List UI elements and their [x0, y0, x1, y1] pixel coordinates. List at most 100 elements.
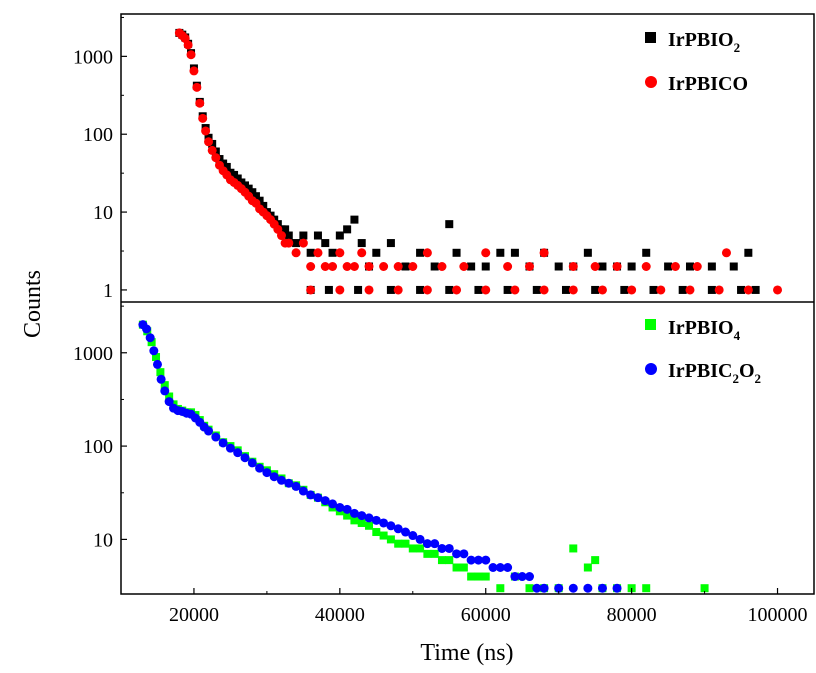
- bottom-series-0-point-40: [386, 535, 395, 544]
- top-series-0-point-68: [744, 248, 753, 257]
- top-series-1-point-32: [284, 238, 294, 248]
- top-series-1-point-60: [721, 248, 731, 258]
- bottom-series-1-point-3: [149, 346, 159, 356]
- bottom-series-0-point-49: [452, 563, 461, 572]
- bottom-series-0-point-42: [401, 539, 410, 548]
- bottom-series-1-point-38: [364, 513, 374, 523]
- xtick-label-0: 20000: [169, 604, 219, 626]
- top-series-1-point-52: [525, 262, 535, 272]
- top-series-1-point-67: [481, 285, 491, 295]
- top-series-1-point-40: [342, 262, 352, 272]
- bottom-series-1-point-32: [320, 496, 330, 506]
- top-series-1-point-76: [743, 285, 753, 295]
- bottom-series-1-point-47: [430, 539, 440, 549]
- top-series-0-point-15: [222, 162, 231, 171]
- bottom-series-1-point-5: [156, 374, 166, 384]
- bottom-series-0-point-52: [474, 572, 483, 581]
- top-series-1-point-49: [459, 262, 469, 272]
- legend-label-irpbio2: IrPBIO2: [668, 29, 740, 55]
- bottom-series-1-point-44: [408, 531, 418, 541]
- top-series-1-point-8: [198, 113, 208, 123]
- bottom-series-1-point-23: [255, 463, 265, 473]
- bottom-series-1-point-39: [371, 515, 381, 525]
- bottom-series-1-point-51: [459, 549, 469, 559]
- bottom-series-1-point-54: [481, 555, 491, 565]
- top-series-0-point-64: [664, 262, 673, 271]
- top-series-0-point-47: [416, 248, 425, 257]
- top-series-0-point-36: [313, 231, 322, 240]
- bottom-series-1-point-56: [495, 562, 505, 572]
- bottom-series-0-point-43: [408, 544, 417, 553]
- top-series-1-point-42: [357, 248, 367, 258]
- bottom-series-1-point-30: [306, 490, 316, 500]
- top-series-1-point-53: [539, 248, 549, 258]
- top-series-0-point-54: [510, 248, 519, 257]
- bottom-series-1-point-57: [503, 562, 513, 572]
- bottom-ytick-label-1: 100: [83, 436, 113, 458]
- top-series-1-point-74: [685, 285, 695, 295]
- top-series-0-point-39: [335, 231, 344, 240]
- plot-frame: [120, 13, 815, 595]
- top-series-0-point-76: [503, 285, 512, 294]
- bottom-series-1-point-7: [164, 397, 174, 407]
- bottom-series-1-point-25: [269, 472, 279, 482]
- bottom-series-1-point-35: [342, 504, 352, 514]
- bottom-series-1-point-46: [422, 539, 432, 549]
- legend-bottom: IrPBIO4 IrPBIC2O2: [645, 317, 761, 386]
- top-series-0-point-46: [401, 262, 410, 271]
- top-series-1-point-73: [656, 285, 666, 295]
- top-series-1-point-66: [452, 285, 462, 295]
- top-series-0-point-48: [430, 262, 439, 271]
- top-series-0-point-71: [354, 285, 363, 294]
- top-series-1-point-69: [539, 285, 549, 295]
- bottom-series-1-point-49: [444, 543, 454, 553]
- bottom-series-1-point-45: [415, 534, 425, 544]
- top-ytick-label-1: 10: [93, 202, 113, 224]
- top-series-0-point-50: [452, 248, 461, 257]
- bottom-series-0-point-38: [372, 528, 381, 537]
- top-series-1-point-5: [189, 66, 199, 76]
- top-series-1-point-7: [195, 98, 205, 108]
- bottom-series-1-point-33: [328, 499, 338, 509]
- top-series-0-point-37: [321, 239, 330, 248]
- top-series-1-point-45: [393, 262, 403, 272]
- top-series-0-point-57: [554, 262, 563, 271]
- bottom-series-1-point-61: [532, 583, 542, 593]
- bottom-series-1-point-42: [393, 524, 403, 534]
- top-series-0-point-42: [357, 239, 366, 248]
- top-series-0-point-83: [707, 285, 716, 294]
- bottom-series-1-point-27: [284, 478, 294, 488]
- top-series-1-point-33: [291, 248, 301, 258]
- bottom-series-1-point-63: [554, 583, 564, 593]
- bottom-series-0-point-6: [165, 392, 174, 401]
- y-axis-title: Counts: [20, 270, 46, 338]
- top-series-0-point-85: [751, 285, 760, 294]
- bottom-series-0-point-51: [467, 572, 476, 581]
- top-series-0-point-38: [328, 248, 337, 257]
- top-ytick-label-3: 1000: [73, 46, 113, 68]
- top-series-1-point-3: [183, 40, 193, 50]
- bottom-ytick-label-0: 10: [93, 529, 113, 551]
- top-series-0-point-59: [583, 248, 592, 257]
- bottom-series-1-point-48: [437, 543, 447, 553]
- bottom-series-0-point-35: [350, 516, 359, 525]
- top-series-0-point-66: [707, 262, 716, 271]
- legend-marker-irpbic2o2: [645, 363, 657, 375]
- bottom-series-1-point-34: [335, 502, 345, 512]
- bottom-series-0-point-45: [423, 549, 432, 558]
- bottom-series-1-point-55: [488, 562, 498, 572]
- top-series-1-point-4: [186, 50, 196, 60]
- bottom-series-1-point-16: [204, 426, 214, 436]
- bottom-series-1-point-58: [510, 572, 520, 582]
- bottom-series-1-point-24: [262, 468, 272, 478]
- bottom-series-0-point-66: [700, 584, 709, 593]
- legend-label-irpbic2o2: IrPBIC2O2: [668, 360, 761, 386]
- top-series-1-point-61: [306, 285, 316, 295]
- top-ytick-label-0: 1: [103, 280, 113, 302]
- top-series-0-point-65: [685, 262, 694, 271]
- top-series-0-point-33: [292, 239, 301, 248]
- bottom-series-0-point-46: [430, 549, 439, 558]
- top-series-1-point-62: [335, 285, 345, 295]
- top-series-1-point-43: [364, 262, 374, 272]
